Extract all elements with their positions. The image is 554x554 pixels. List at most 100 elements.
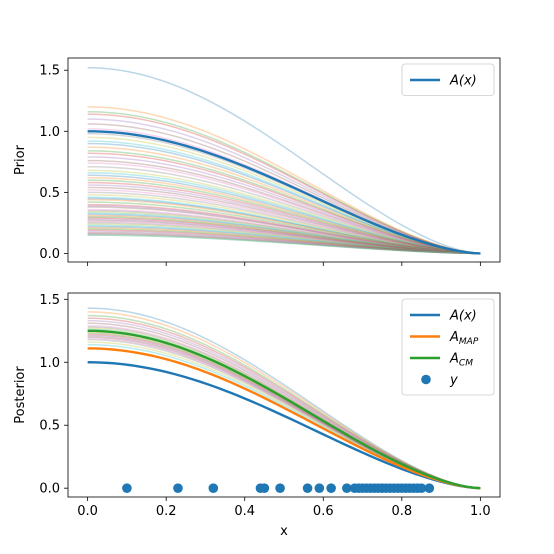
sample-line — [87, 184, 481, 255]
sample-line — [87, 152, 481, 255]
y-tick-label: 0.5 — [39, 186, 60, 201]
x-tick-label: 0.8 — [391, 504, 412, 519]
y-tick-label: 1.5 — [39, 293, 60, 308]
sample-line — [87, 231, 481, 255]
observation-point — [275, 483, 285, 493]
sample-line — [87, 216, 481, 255]
legend-label-subscript: MAP — [459, 337, 479, 347]
y-tick-label: 0.0 — [39, 247, 60, 262]
sample-line — [87, 233, 481, 255]
legend-label: A(x) — [449, 309, 477, 324]
observation-point — [173, 483, 183, 493]
panel-posterior: 0.0 0.2 0.4 0.6 0.8 1.0 0.0 0.5 1.0 1.5 Posterior x… — [13, 292, 501, 539]
sample-line — [87, 176, 481, 255]
sample-line — [87, 146, 481, 255]
x-tick-label: 0.2 — [156, 504, 177, 519]
observation-point — [326, 483, 336, 493]
sample-line — [87, 220, 481, 255]
observation-point — [259, 483, 270, 493]
observation-point — [416, 483, 427, 493]
sample-line — [87, 213, 481, 255]
sample-line — [87, 227, 481, 255]
observation-point — [314, 483, 325, 493]
sample-line — [87, 311, 481, 489]
sample-line — [87, 209, 481, 255]
sample-line — [87, 156, 481, 255]
x-tick-label: 1.0 — [470, 504, 491, 519]
sample-line — [87, 203, 481, 255]
sample-line — [87, 67, 481, 255]
legend: A(x) — [401, 63, 495, 96]
observation-point — [424, 483, 435, 493]
sample-line — [87, 172, 481, 255]
sample-line — [87, 201, 481, 255]
sample-line — [87, 196, 481, 255]
sample-line — [87, 206, 481, 255]
x-tick-label: 0.4 — [234, 504, 255, 519]
series-line-a-cm — [87, 329, 481, 490]
observation-point — [122, 483, 132, 493]
legend-box — [401, 63, 495, 96]
sample-line — [87, 150, 481, 255]
sample-line — [87, 230, 481, 255]
sample-line — [87, 208, 481, 255]
sample-line — [87, 217, 481, 255]
sample-line — [87, 234, 481, 255]
series-line-a-x- — [87, 130, 481, 255]
sample-line — [87, 234, 481, 255]
sample-line — [87, 194, 481, 255]
sample-line — [87, 111, 481, 255]
sample-line — [87, 186, 481, 255]
sample-line — [87, 219, 481, 255]
sample-line — [87, 165, 481, 255]
sample-line — [87, 214, 481, 255]
y-tick-label: 1.0 — [39, 356, 60, 371]
x-tick-label: 0.0 — [77, 504, 98, 519]
legend-label-subscript: CM — [459, 359, 473, 369]
sample-line — [87, 222, 481, 255]
y-tick-label: 1.5 — [39, 64, 60, 79]
sample-line — [87, 229, 481, 255]
legend-marker — [421, 374, 431, 385]
sample-line — [87, 191, 481, 255]
sample-line — [87, 181, 481, 255]
observation-point — [208, 483, 219, 493]
observation-point — [302, 483, 313, 493]
legend-label: y — [449, 373, 458, 388]
y-axis-label: Posterior — [13, 366, 28, 424]
sample-line — [87, 314, 481, 489]
sample-line — [87, 159, 481, 255]
sample-line — [87, 106, 481, 255]
sample-line — [87, 218, 481, 255]
plot-frame — [67, 57, 501, 263]
sample-line — [87, 197, 481, 255]
sample-line — [87, 198, 481, 255]
x-axis-label: x — [280, 524, 288, 539]
sample-line — [87, 142, 481, 255]
y-tick-label: 0.5 — [39, 419, 60, 434]
sample-line — [87, 212, 481, 255]
y-tick-label: 0.0 — [39, 482, 60, 497]
plot-frame — [67, 292, 501, 498]
sample-line — [87, 307, 481, 489]
sample-line — [87, 169, 481, 255]
sample-line — [87, 113, 481, 255]
y-tick-label: 1.0 — [39, 125, 60, 140]
legend-label: A(x) — [449, 74, 477, 89]
y-axis-label: Prior — [13, 144, 28, 175]
legend-box — [401, 298, 495, 396]
sample-line — [87, 118, 481, 255]
sample-line — [87, 162, 481, 255]
sample-line — [87, 224, 481, 255]
sample-line — [87, 174, 481, 255]
sample-line — [87, 205, 481, 255]
series-line-a-map — [87, 347, 481, 490]
sample-line — [87, 179, 481, 255]
series-line-a-x- — [87, 361, 481, 490]
sample-line — [87, 189, 481, 255]
panel-prior: 0.0 0.5 1.0 1.5 Prior A(x) — [13, 57, 501, 266]
sample-line — [87, 317, 481, 489]
observation-point — [342, 483, 352, 493]
